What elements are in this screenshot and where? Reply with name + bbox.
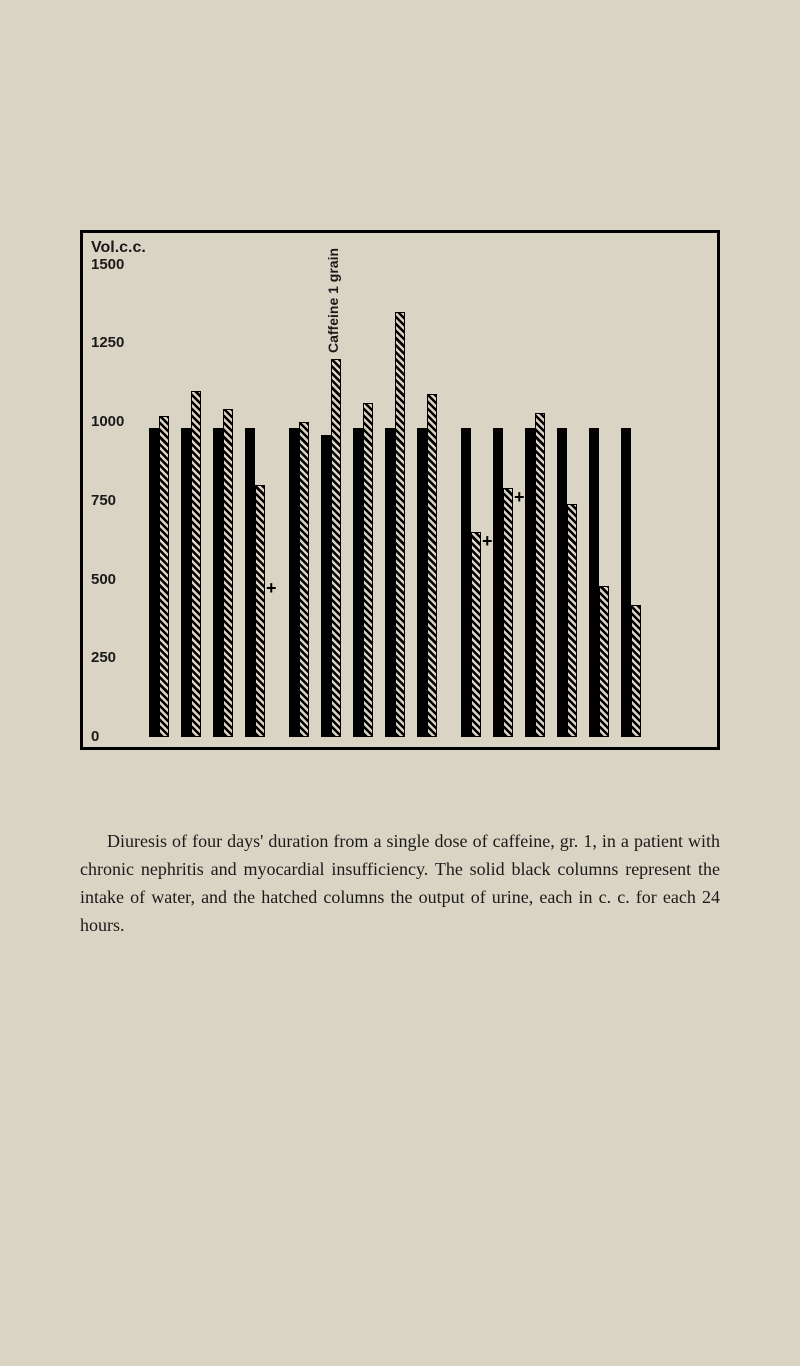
output-bar: [331, 359, 341, 737]
intake-bar: [213, 428, 223, 737]
intake-bar: [525, 428, 535, 737]
output-bar: [299, 422, 309, 737]
output-bar: [503, 488, 513, 737]
figure-caption: Diuresis of four days' duration from a s…: [80, 828, 720, 940]
ytick-label: 1250: [91, 334, 124, 351]
intake-bar: [321, 435, 331, 737]
plus-marker: +: [514, 487, 525, 508]
intake-bar: [289, 428, 299, 737]
ytick-label: 250: [91, 649, 116, 666]
output-bar: [255, 485, 265, 737]
ytick-label: 500: [91, 571, 116, 588]
intake-bar: [557, 428, 567, 737]
output-bar: [191, 391, 201, 738]
output-bar: [631, 605, 641, 737]
plus-marker: +: [266, 578, 277, 599]
output-bar: [159, 416, 169, 737]
output-bar: [599, 586, 609, 737]
output-bar: [567, 504, 577, 737]
output-bar: [535, 413, 545, 737]
plot-area: + Caffeine 1 grain + +: [143, 233, 717, 747]
ytick-label: 1000: [91, 413, 124, 430]
ytick-label: 1500: [91, 256, 124, 273]
caffeine-dose-label: Caffeine 1 grain: [325, 248, 341, 353]
output-bar: [223, 409, 233, 737]
intake-bar: [621, 428, 631, 737]
output-bar: [363, 403, 373, 737]
intake-bar: [493, 428, 503, 737]
plus-marker: +: [482, 531, 493, 552]
output-bar: [395, 312, 405, 737]
output-bar: [471, 532, 481, 737]
intake-bar: [461, 428, 471, 737]
intake-bar: [589, 428, 599, 737]
ytick-label: 750: [91, 492, 116, 509]
intake-bar: [353, 428, 363, 737]
intake-bar: [149, 428, 159, 737]
intake-bar: [417, 428, 427, 737]
yaxis-title: Vol.c.c.: [91, 239, 146, 257]
output-bar: [427, 394, 437, 737]
intake-bar: [385, 428, 395, 737]
scanned-page: Vol.c.c. 1500 1250 1000 750 500 250 0 + Caffein…: [0, 0, 800, 1366]
chart-frame: Vol.c.c. 1500 1250 1000 750 500 250 0 + Caffein…: [80, 230, 720, 750]
intake-bar: [181, 428, 191, 737]
ytick-label: 0: [91, 728, 99, 745]
intake-bar: [245, 428, 255, 737]
